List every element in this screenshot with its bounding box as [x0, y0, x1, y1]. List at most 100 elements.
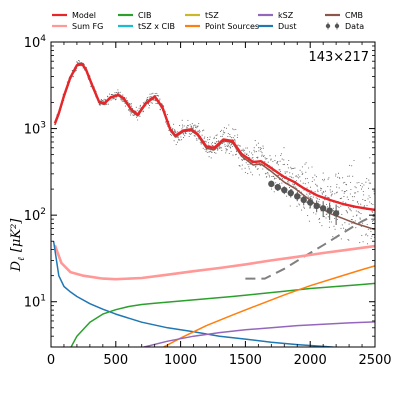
scatter-point	[206, 151, 208, 153]
scatter-point	[306, 193, 308, 195]
series-line-cib	[70, 282, 375, 347]
scatter-point	[337, 205, 339, 207]
scatter-point	[98, 104, 101, 106]
scatter-point	[362, 241, 364, 243]
scatter-point	[242, 148, 244, 150]
scatter-point	[181, 124, 183, 126]
scatter-point	[315, 183, 317, 185]
scatter-point	[283, 159, 285, 161]
scatter-point	[225, 150, 227, 152]
data-point	[300, 196, 307, 204]
scatter-point	[371, 218, 373, 220]
scatter-point	[207, 139, 209, 141]
scatter-point	[244, 149, 246, 151]
scatter-point	[367, 235, 369, 237]
scatter-point	[260, 147, 262, 149]
scatter-point	[305, 162, 307, 164]
scatter-point	[349, 209, 351, 211]
scatter-point	[196, 139, 198, 141]
scatter-point	[321, 193, 323, 195]
scatter-point	[128, 110, 130, 112]
scatter-point	[264, 157, 266, 159]
scatter-point	[314, 174, 316, 176]
scatter-point	[170, 134, 173, 136]
data-point	[313, 202, 320, 210]
scatter-point	[208, 151, 210, 153]
legend-label: Data	[345, 22, 364, 31]
scatter-point	[270, 159, 272, 161]
scatter-point	[109, 93, 111, 95]
scatter-point	[172, 127, 174, 130]
scatter-point	[299, 169, 301, 171]
scatter-point	[252, 154, 254, 156]
scatter-point	[107, 103, 109, 105]
scatter-point	[294, 183, 296, 185]
scatter-point	[301, 166, 303, 168]
scatter-point	[229, 143, 231, 145]
scatter-point	[247, 154, 249, 156]
scatter-point	[372, 211, 374, 213]
scatter-point	[353, 159, 355, 162]
scatter-point	[220, 147, 222, 149]
scatter-point	[217, 149, 219, 151]
scatter-point	[206, 149, 208, 151]
scatter-point	[126, 99, 128, 102]
scatter-point	[190, 133, 192, 136]
scatter-point	[373, 190, 375, 192]
scatter-point	[139, 104, 141, 106]
scatter-point	[359, 217, 361, 219]
scatter-point	[302, 182, 304, 184]
scatter-point	[247, 173, 249, 175]
scatter-point	[178, 138, 180, 141]
scatter-point	[369, 201, 371, 203]
scatter-point	[188, 133, 190, 135]
scatter-point	[355, 187, 357, 189]
scatter-point	[191, 127, 193, 129]
scatter-point	[367, 187, 370, 189]
scatter-point	[207, 144, 209, 146]
scatter-point	[236, 136, 238, 138]
scatter-point	[221, 135, 223, 137]
scatter-point	[342, 177, 344, 179]
scatter-point	[204, 149, 206, 151]
scatter-point	[116, 92, 118, 94]
scatter-point	[216, 134, 218, 136]
scatter-point	[343, 192, 345, 194]
scatter-point	[186, 127, 188, 129]
scatter-point	[198, 122, 200, 125]
scatter-point	[128, 108, 130, 111]
scatter-point	[357, 191, 359, 193]
scatter-point	[183, 133, 185, 135]
scatter-point	[334, 228, 336, 230]
scatter-point	[360, 188, 363, 190]
scatter-point	[320, 189, 322, 191]
scatter-point	[319, 204, 321, 206]
scatter-point	[110, 99, 112, 101]
scatter-point	[130, 103, 132, 105]
scatter-point	[177, 136, 179, 138]
scatter-point	[234, 141, 236, 143]
scatter-point	[275, 162, 278, 164]
scatter-point	[200, 143, 202, 145]
scatter-point	[320, 187, 322, 189]
scatter-point	[135, 116, 138, 118]
scatter-point	[181, 139, 183, 141]
scatter-point	[295, 175, 297, 177]
scatter-point	[229, 134, 231, 136]
scatter-point	[182, 126, 184, 128]
legend-item-data: Data	[325, 22, 364, 31]
series-line-model	[53, 62, 375, 212]
scatter-point	[354, 186, 356, 188]
scatter-point	[177, 137, 179, 139]
scatter-point	[312, 177, 314, 179]
data-point	[307, 199, 314, 206]
scatter-point	[203, 137, 205, 139]
scatter-point	[309, 193, 311, 195]
scatter-point	[370, 182, 372, 184]
legend-label: CIB	[138, 11, 151, 20]
x-tick-label: 500	[103, 353, 128, 368]
scatter-point	[132, 108, 134, 110]
scatter-point	[355, 210, 357, 212]
scatter-point	[214, 152, 216, 154]
scatter-point	[292, 183, 294, 185]
